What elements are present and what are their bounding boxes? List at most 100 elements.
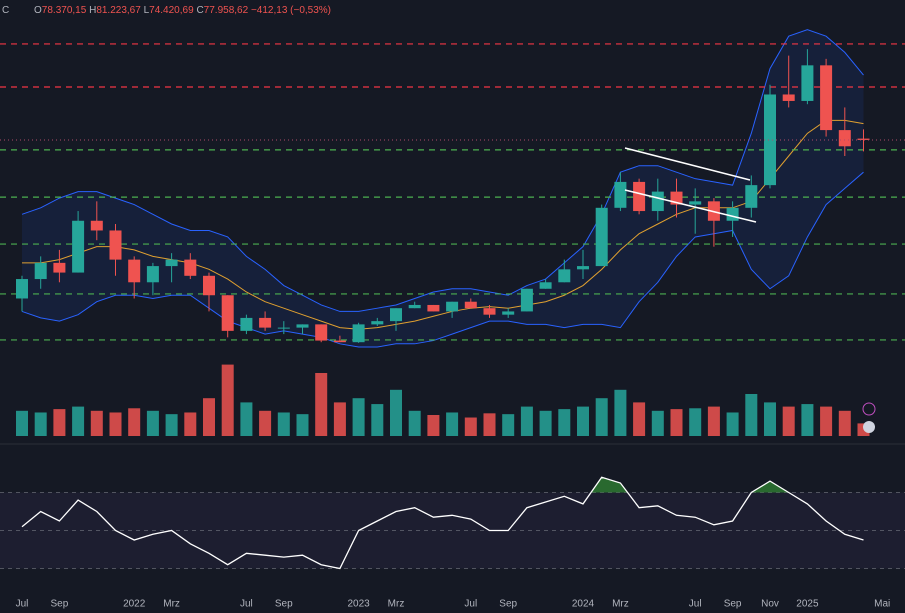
- volume-bar: [427, 415, 440, 436]
- volume-bar: [539, 410, 552, 436]
- volume-bar: [558, 409, 571, 436]
- candle-body: [333, 340, 346, 343]
- volume-bar: [502, 414, 515, 436]
- volume-bar: [764, 402, 776, 436]
- high-value: 81.223,67: [96, 5, 141, 16]
- volume-bar: [240, 402, 253, 436]
- volume-bar: [745, 394, 758, 436]
- candle-body: [90, 220, 103, 231]
- candle-body: [315, 324, 328, 341]
- candle-body: [34, 262, 47, 280]
- volume-bar: [296, 414, 309, 436]
- low-label: L: [144, 5, 150, 16]
- band-fill: [22, 29, 864, 348]
- x-tick-label: Jul: [240, 599, 253, 610]
- candle-body: [184, 259, 197, 276]
- volume-bar: [520, 406, 533, 436]
- volume-bar: [577, 406, 589, 436]
- candle-body: [502, 311, 515, 315]
- x-tick-label: Jul: [689, 599, 702, 610]
- volume-bar: [726, 412, 739, 436]
- candle-body: [595, 207, 608, 267]
- volume-bar: [633, 402, 646, 436]
- volume-bar: [109, 412, 122, 436]
- volume-bar: [614, 389, 627, 436]
- volume-bar: [446, 412, 459, 436]
- header: C O78.370,15 H81.223,67 L74.420,69 C77.9…: [2, 5, 331, 16]
- candle-body: [53, 262, 66, 273]
- x-tick-label: 2023: [347, 599, 370, 610]
- candle-body: [801, 65, 814, 101]
- candle-body: [259, 317, 272, 328]
- x-tick-label: Jul: [16, 599, 29, 610]
- candle-body: [838, 130, 851, 147]
- candle-body: [277, 327, 290, 329]
- x-tick-label: Mai: [874, 599, 890, 610]
- candle-body: [352, 324, 365, 343]
- band-upper: [21, 29, 864, 312]
- candle-body: [72, 220, 85, 273]
- candle-body: [109, 230, 122, 260]
- candle-body: [558, 269, 571, 283]
- x-tick-label: Sep: [275, 599, 293, 610]
- candle-body: [483, 308, 496, 315]
- volume-bar: [128, 408, 141, 436]
- low-value: 74.420,69: [149, 5, 194, 16]
- candle-body: [651, 191, 664, 212]
- rsi-overbought-fill: [22, 477, 864, 493]
- candle-body: [689, 201, 702, 205]
- candle-body: [165, 259, 178, 267]
- volume-bar: [53, 409, 66, 436]
- candle-body: [782, 94, 795, 101]
- candle-body: [820, 65, 833, 131]
- x-tick-label: Mrz: [388, 599, 405, 610]
- volume-bar: [390, 389, 402, 436]
- flag-icon[interactable]: [863, 421, 875, 433]
- volume-bar: [670, 409, 683, 436]
- x-tick-label: Jul: [464, 599, 477, 610]
- channel-line: [624, 189, 757, 223]
- x-tick-label: Sep: [499, 599, 517, 610]
- candle-body: [408, 304, 421, 309]
- candle-body: [296, 324, 309, 328]
- channel-line: [624, 147, 751, 181]
- candle-body: [371, 321, 384, 325]
- x-tick-label: Mrz: [612, 599, 629, 610]
- volume-bar: [595, 398, 608, 436]
- band-lower: [21, 171, 864, 348]
- candle-body: [203, 275, 215, 296]
- candle-body: [446, 301, 459, 312]
- x-tick-label: 2024: [572, 599, 595, 610]
- volume-bar: [90, 410, 103, 436]
- candle-body: [16, 279, 28, 299]
- candle-body: [240, 317, 253, 331]
- volume-bar: [464, 417, 477, 436]
- volume-bar: [203, 398, 215, 436]
- volume-bar: [782, 406, 795, 436]
- volume-bar: [707, 406, 720, 436]
- volume-bar: [371, 404, 384, 436]
- candle-body: [427, 304, 440, 312]
- candle-body: [764, 94, 776, 186]
- candle-body: [614, 181, 627, 208]
- x-tick-label: Sep: [724, 599, 742, 610]
- volume-bar: [689, 408, 702, 436]
- candle-body: [633, 181, 646, 212]
- volume-bar: [801, 404, 814, 436]
- volume-bar: [483, 413, 496, 436]
- candle-body: [857, 138, 870, 140]
- candle-body: [128, 259, 141, 283]
- volume-bar: [333, 402, 346, 436]
- volume-bar: [838, 410, 851, 436]
- volume-bar: [820, 406, 833, 436]
- event-icon[interactable]: [862, 402, 876, 416]
- x-tick-label: Nov: [761, 599, 779, 610]
- symbol: C: [2, 5, 9, 16]
- volume-bar: [72, 406, 85, 436]
- candle-body: [577, 266, 589, 270]
- x-tick-label: 2022: [123, 599, 146, 610]
- volume-bar: [165, 414, 178, 436]
- candle-body: [520, 288, 533, 312]
